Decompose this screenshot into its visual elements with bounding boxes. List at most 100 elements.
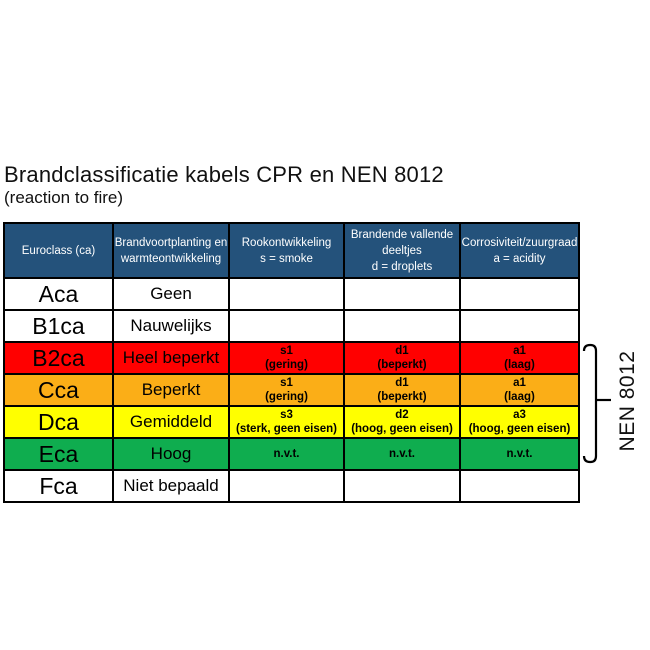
table-header: Euroclass (ca) Brandvoortplanting en warmt…: [3, 222, 580, 279]
cell-line: (gering): [265, 359, 308, 371]
cell-line: (hoog, geen eisen): [468, 423, 571, 435]
nen8012-label: NEN 8012: [616, 350, 639, 452]
cell-line: (beperkt): [377, 391, 427, 403]
cell-description: Heel beperkt: [112, 341, 230, 375]
header-line: warmteontwikkeling: [120, 252, 222, 265]
cpr-classification-table: Euroclass (ca) Brandvoortplanting en warmt…: [3, 222, 580, 503]
cell-line: Gemiddeld: [129, 412, 213, 431]
header-row: Euroclass (ca) Brandvoortplanting en warmt…: [3, 222, 580, 279]
cell-line: n.v.t.: [389, 448, 415, 460]
cell-line: d1: [395, 345, 409, 357]
table-row-eca: Eca Hoog n.v.t. n.v.t. n.v.t.: [3, 437, 580, 471]
cell-line: a3: [513, 409, 526, 421]
table-row-fca: Fca Niet bepaald: [3, 469, 580, 503]
cell-euroclass: Cca: [3, 373, 114, 407]
cell-line: Nauwelijks: [130, 316, 212, 335]
table-row-dca: Dca Gemiddeld s3 (sterk, geen eisen) d2 (hoog…: [3, 405, 580, 439]
cell-description: Hoog: [112, 437, 230, 471]
cell-line: Cca: [38, 376, 79, 403]
cell-line: s1: [280, 345, 293, 357]
cell-smoke: [228, 277, 345, 311]
cell-smoke: s3 (sterk, geen eisen): [228, 405, 345, 439]
cell-line: (laag): [504, 359, 535, 371]
cell-line: s3: [280, 409, 293, 421]
cell-smoke: n.v.t.: [228, 437, 345, 471]
header-line: a = acidity: [493, 252, 546, 265]
cell-line: Heel beperkt: [122, 348, 220, 367]
column-header-corrosiviteit: Corrosiviteit/zuurgraad a = acidity: [459, 222, 580, 279]
cell-description: Beperkt: [112, 373, 230, 407]
cell-line: d1: [395, 377, 409, 389]
cell-line: Aca: [38, 280, 79, 307]
cell-description: Niet bepaald: [112, 469, 230, 503]
header-line: Brandvoortplanting en: [114, 236, 228, 249]
cell-droplets: [343, 277, 461, 311]
cell-smoke: [228, 309, 345, 343]
cell-euroclass: Dca: [3, 405, 114, 439]
cell-droplets: [343, 309, 461, 343]
cell-line: (hoog, geen eisen): [351, 423, 453, 435]
table-row-cca: Cca Beperkt s1 (gering) d1 (beperkt) a1 (laag): [3, 373, 580, 407]
cell-line: Beperkt: [141, 380, 201, 399]
cell-line: B1ca: [32, 312, 85, 339]
cell-description: Nauwelijks: [112, 309, 230, 343]
cell-acidity: n.v.t.: [459, 437, 580, 471]
cell-description: Geen: [112, 277, 230, 311]
cell-line: Fca: [39, 472, 78, 499]
column-header-euroclass: Euroclass (ca): [3, 222, 114, 279]
page-subtitle: (reaction to fire): [4, 188, 124, 207]
cell-acidity: a1 (laag): [459, 373, 580, 407]
cell-line: Niet bepaald: [123, 476, 219, 495]
header-line: s = smoke: [260, 252, 313, 265]
cell-euroclass: Fca: [3, 469, 114, 503]
cell-line: s1: [280, 377, 293, 389]
cell-line: a1: [513, 345, 526, 357]
cell-acidity: [459, 309, 580, 343]
cell-euroclass: B2ca: [3, 341, 114, 375]
cell-line: Geen: [150, 284, 192, 303]
cell-line: Eca: [38, 440, 79, 467]
header-line: Corrosiviteit/zuurgraad: [461, 236, 578, 249]
cell-line: (beperkt): [377, 359, 427, 371]
cell-line: Dca: [38, 408, 79, 435]
page-title: Brandclassificatie kabels CPR en NEN 801…: [4, 162, 444, 187]
cell-droplets: n.v.t.: [343, 437, 461, 471]
cell-line: (sterk, geen eisen): [236, 423, 337, 435]
cell-line: n.v.t.: [506, 448, 533, 460]
table-row-aca: Aca Geen: [3, 277, 580, 311]
cell-euroclass: B1ca: [3, 309, 114, 343]
cell-droplets: [343, 469, 461, 503]
cell-line: (gering): [265, 391, 308, 403]
header-line: Rookontwikkeling: [241, 236, 332, 249]
header-line: d = droplets: [371, 260, 433, 273]
header-line: Euroclass (ca): [21, 244, 96, 257]
column-header-rookontwikkeling: Rookontwikkeling s = smoke: [228, 222, 345, 279]
column-header-brandvoortplanting: Brandvoortplanting en warmteontwikkeling: [112, 222, 230, 279]
cell-description: Gemiddeld: [112, 405, 230, 439]
cell-smoke: s1 (gering): [228, 373, 345, 407]
cell-acidity: [459, 277, 580, 311]
cell-line: d2: [395, 409, 409, 421]
cell-droplets: d1 (beperkt): [343, 341, 461, 375]
cell-line: a1: [513, 377, 526, 389]
table-body: Aca Geen B1ca Nauwelijks B2ca Heel beperkt s1 (…: [3, 277, 580, 503]
cell-acidity: a1 (laag): [459, 341, 580, 375]
header-line: deeltjes: [382, 244, 422, 257]
cell-euroclass: Eca: [3, 437, 114, 471]
column-header-brandende-deeltjes: Brandende vallende deeltjes d = droplets: [343, 222, 461, 279]
table-row-b1ca: B1ca Nauwelijks: [3, 309, 580, 343]
cell-line: (laag): [504, 391, 535, 403]
cell-acidity: [459, 469, 580, 503]
header-line: Brandende vallende: [350, 228, 454, 241]
cell-line: n.v.t.: [273, 448, 300, 460]
cell-droplets: d1 (beperkt): [343, 373, 461, 407]
cell-line: Hoog: [150, 444, 192, 463]
cell-acidity: a3 (hoog, geen eisen): [459, 405, 580, 439]
cell-euroclass: Aca: [3, 277, 114, 311]
cell-smoke: s1 (gering): [228, 341, 345, 375]
cell-line: B2ca: [32, 344, 85, 371]
table-row-b2ca: B2ca Heel beperkt s1 (gering) d1 (beperkt) a1 (…: [3, 341, 580, 375]
bracket-curve: [582, 343, 598, 464]
cell-smoke: [228, 469, 345, 503]
